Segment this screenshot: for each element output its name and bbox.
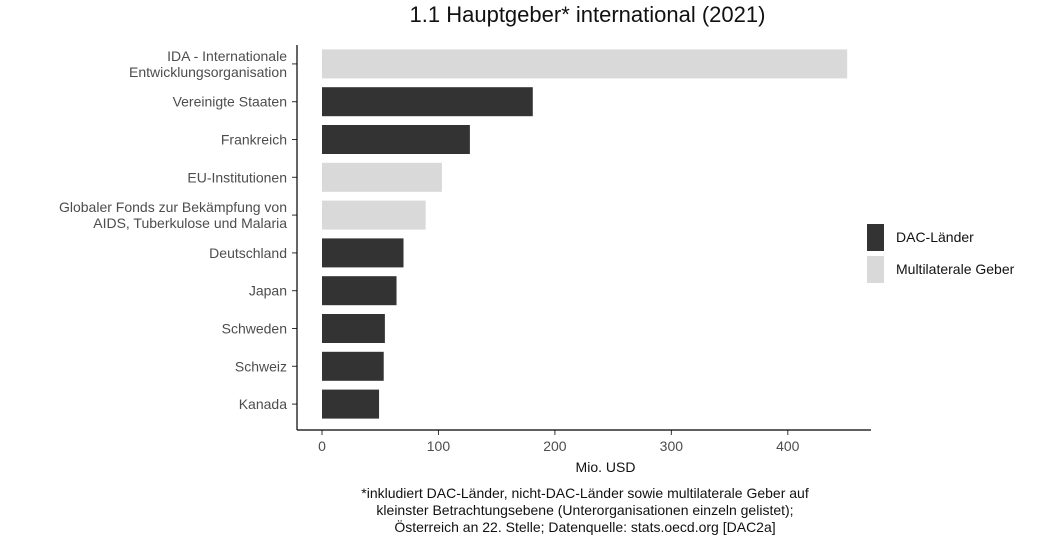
category-label: Kanada [239, 396, 287, 412]
bars-group [322, 49, 848, 419]
legend-swatch-multilateral [867, 255, 884, 283]
footnote-line: *inkludiert DAC-Länder, nicht-DAC-Länder… [361, 485, 809, 501]
category-label: Schweden [222, 321, 287, 337]
category-label: Frankreich [221, 132, 287, 148]
bar [322, 238, 404, 268]
legend-item-dac: DAC-Länder [867, 222, 1014, 252]
footnote-line: Österreich an 22. Stelle; Datenquelle: s… [394, 519, 776, 535]
bar [322, 125, 470, 154]
footnote-line: kleinster Betrachtungsebene (Unterorgani… [376, 502, 794, 518]
bar [322, 389, 380, 419]
category-label: EU-Institutionen [187, 169, 287, 185]
chart-title: 1.1 Hauptgeber* international (2021) [409, 2, 766, 27]
category-label: Japan [249, 283, 287, 299]
legend-label-multilateral: Multilaterale Geber [896, 261, 1015, 277]
bar [322, 351, 384, 381]
x-axis-label: Mio. USD [575, 459, 636, 475]
bar [322, 314, 385, 343]
category-label: Schweiz [235, 358, 287, 374]
x-tick-label: 100 [427, 438, 451, 454]
category-label: Vereinigte Staaten [173, 94, 287, 110]
bar [322, 87, 533, 117]
chart-footnote: *inkludiert DAC-Länder, nicht-DAC-Länder… [285, 485, 885, 536]
legend-swatch-dac [867, 223, 884, 251]
bar [322, 162, 442, 192]
bar [322, 276, 397, 306]
category-label: Deutschland [209, 245, 287, 261]
category-label: Globaler Fonds zur Bekämpfung von AIDS, T… [59, 199, 287, 231]
x-tick-label: 400 [776, 438, 800, 454]
x-tick-label: 200 [543, 438, 567, 454]
x-axis-ticks: 0 100 200 300 400 [318, 430, 800, 454]
bar [322, 200, 426, 230]
legend: DAC-Länder Multilaterale Geber [867, 222, 1014, 286]
legend-item-multilateral: Multilaterale Geber [867, 254, 1014, 284]
legend-label-dac: DAC-Länder [896, 229, 974, 245]
category-label: IDA - Internationale Entwicklungsorganisa… [129, 48, 287, 80]
y-axis-labels: IDA - Internationale Entwicklungsorganisa… [59, 48, 297, 412]
x-tick-label: 300 [660, 438, 684, 454]
x-tick-label: 0 [318, 438, 326, 454]
bar [322, 49, 848, 79]
